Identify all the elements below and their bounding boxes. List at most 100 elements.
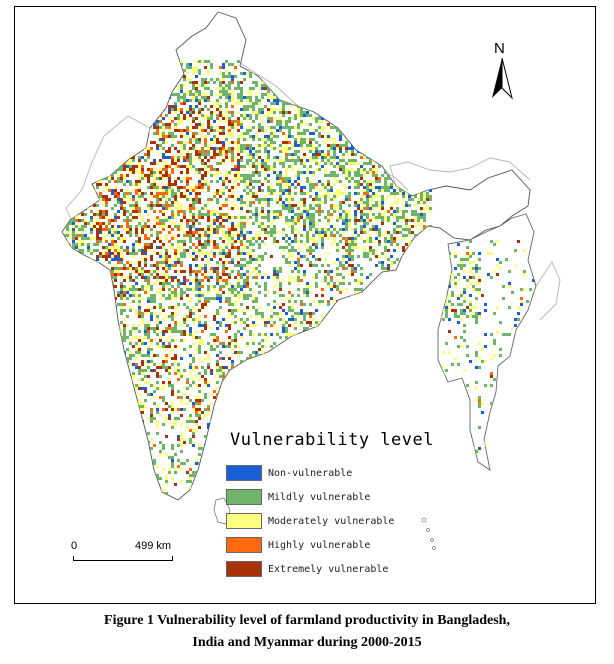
vulnerability-pixel: [330, 234, 333, 237]
vulnerability-pixel: [111, 240, 114, 243]
vulnerability-pixel: [126, 189, 129, 192]
vulnerability-pixel: [216, 243, 219, 246]
vulnerability-pixel: [123, 213, 126, 216]
vulnerability-pixel: [63, 282, 66, 285]
vulnerability-pixel: [177, 159, 180, 162]
vulnerability-pixel: [417, 135, 420, 138]
vulnerability-pixel: [165, 63, 168, 66]
vulnerability-pixel: [114, 81, 117, 84]
vulnerability-pixel: [258, 129, 261, 132]
vulnerability-pixel: [129, 228, 132, 231]
vulnerability-pixel: [174, 249, 177, 252]
vulnerability-pixel: [309, 186, 312, 189]
vulnerability-pixel: [201, 249, 204, 252]
vulnerability-pixel: [291, 246, 294, 249]
vulnerability-pixel: [204, 243, 207, 246]
vulnerability-pixel: [147, 78, 150, 81]
vulnerability-pixel: [228, 132, 231, 135]
vulnerability-pixel: [255, 63, 258, 66]
vulnerability-pixel: [84, 195, 87, 198]
vulnerability-pixel: [117, 195, 120, 198]
vulnerability-pixel: [267, 120, 270, 123]
vulnerability-pixel: [336, 267, 339, 270]
vulnerability-pixel: [108, 99, 111, 102]
vulnerability-pixel: [381, 267, 384, 270]
vulnerability-pixel: [195, 99, 198, 102]
vulnerability-pixel: [192, 231, 195, 234]
vulnerability-pixel: [66, 231, 69, 234]
vulnerability-pixel: [399, 81, 402, 84]
vulnerability-pixel: [279, 198, 282, 201]
vulnerability-pixel: [336, 111, 339, 114]
vulnerability-pixel: [243, 258, 246, 261]
vulnerability-pixel: [225, 138, 228, 141]
vulnerability-pixel: [96, 171, 99, 174]
vulnerability-pixel: [144, 117, 147, 120]
vulnerability-pixel: [270, 192, 273, 195]
vulnerability-pixel: [183, 159, 186, 162]
vulnerability-pixel: [90, 114, 93, 117]
vulnerability-pixel: [294, 99, 297, 102]
vulnerability-pixel: [228, 261, 231, 264]
vulnerability-pixel: [105, 213, 108, 216]
vulnerability-pixel: [150, 87, 153, 90]
vulnerability-pixel: [192, 225, 195, 228]
vulnerability-pixel: [288, 201, 291, 204]
vulnerability-pixel: [276, 147, 279, 150]
vulnerability-pixel: [429, 84, 432, 87]
vulnerability-pixel: [357, 93, 360, 96]
vulnerability-pixel: [69, 288, 72, 291]
vulnerability-pixel: [276, 198, 279, 201]
vulnerability-pixel: [330, 147, 333, 150]
vulnerability-pixel: [378, 195, 381, 198]
vulnerability-pixel: [75, 87, 78, 90]
vulnerability-pixel: [192, 252, 195, 255]
vulnerability-pixel: [327, 144, 330, 147]
vulnerability-pixel: [336, 216, 339, 219]
vulnerability-pixel: [294, 204, 297, 207]
vulnerability-pixel: [135, 282, 138, 285]
vulnerability-pixel: [252, 165, 255, 168]
vulnerability-pixel: [315, 147, 318, 150]
vulnerability-pixel: [150, 243, 153, 246]
vulnerability-pixel: [348, 93, 351, 96]
vulnerability-pixel: [354, 243, 357, 246]
vulnerability-pixel: [402, 114, 405, 117]
vulnerability-pixel: [168, 69, 171, 72]
vulnerability-pixel: [234, 246, 237, 249]
vulnerability-pixel: [144, 234, 147, 237]
vulnerability-pixel: [423, 237, 426, 240]
vulnerability-pixel: [147, 102, 150, 105]
vulnerability-pixel: [189, 66, 192, 69]
vulnerability-pixel: [198, 126, 201, 129]
vulnerability-pixel: [354, 231, 357, 234]
vulnerability-pixel: [87, 285, 90, 288]
vulnerability-pixel: [141, 93, 144, 96]
vulnerability-pixel: [69, 219, 72, 222]
vulnerability-pixel: [390, 141, 393, 144]
vulnerability-pixel: [171, 120, 174, 123]
vulnerability-pixel: [375, 153, 378, 156]
vulnerability-pixel: [336, 180, 339, 183]
vulnerability-pixel: [282, 114, 285, 117]
vulnerability-pixel: [324, 231, 327, 234]
vulnerability-pixel: [360, 129, 363, 132]
vulnerability-pixel: [84, 222, 87, 225]
vulnerability-pixel: [228, 81, 231, 84]
vulnerability-pixel: [414, 171, 417, 174]
vulnerability-pixel: [78, 246, 81, 249]
vulnerability-pixel: [228, 150, 231, 153]
vulnerability-pixel: [165, 84, 168, 87]
vulnerability-pixel: [267, 189, 270, 192]
vulnerability-pixel: [129, 69, 132, 72]
vulnerability-pixel: [99, 210, 102, 213]
vulnerability-pixel: [69, 285, 72, 288]
vulnerability-pixel: [219, 276, 222, 279]
vulnerability-pixel: [102, 255, 105, 258]
vulnerability-pixel: [330, 93, 333, 96]
vulnerability-pixel: [177, 258, 180, 261]
vulnerability-pixel: [390, 291, 393, 294]
vulnerability-pixel: [240, 150, 243, 153]
vulnerability-pixel: [180, 252, 183, 255]
vulnerability-pixel: [165, 261, 168, 264]
